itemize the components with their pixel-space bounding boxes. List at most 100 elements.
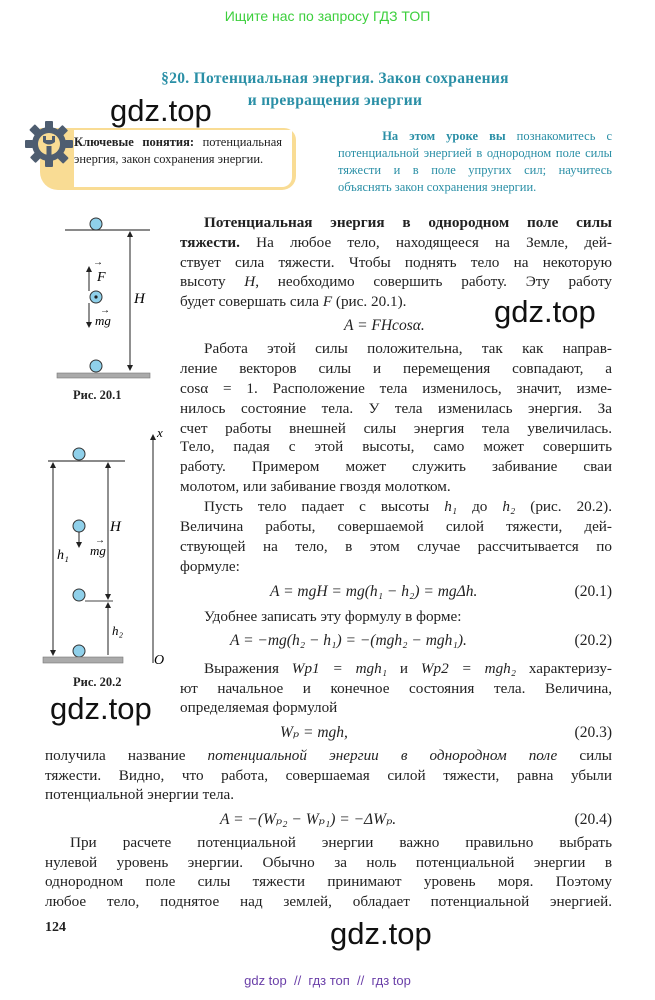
page-number: 124 xyxy=(45,920,66,935)
watermark: gdz.top xyxy=(110,93,212,128)
text-segment: ствует сила тяжести. Чтобы поднять тело … xyxy=(180,254,612,271)
text-segment: Выражения xyxy=(204,660,292,677)
text-line: счет работы внешней силы энергия тела ув… xyxy=(180,419,612,439)
equation-number: (20.4) xyxy=(574,811,612,828)
watermark: gdz.top xyxy=(50,691,152,726)
text-line: Потенциальная энергия в однородном поле … xyxy=(204,213,612,233)
text-segment: тяжести. Видно, что работа, совершаемая … xyxy=(45,767,612,784)
section-title-line2: и превращения энергии xyxy=(247,92,423,109)
text-segment: и xyxy=(387,660,421,677)
key-concepts-label: Ключевые понятия: xyxy=(74,135,195,149)
text-line: Удобнее записать эту формулу в форме: xyxy=(204,607,612,627)
text-line: Величина работы, совершаемой силой тяжес… xyxy=(180,517,612,537)
ball-h1 xyxy=(72,447,86,461)
ball-bottom xyxy=(89,359,103,373)
text-segment: ление векторов силы и перемещения совпад… xyxy=(180,360,612,377)
watermark: gdz.top xyxy=(494,294,596,329)
text-segment: cosα = 1. Расположение тела изменилось, … xyxy=(180,380,612,397)
label-h2: h₂ xyxy=(112,623,124,638)
text-segment: Тело, падая с этой высоты, само может со… xyxy=(180,438,612,455)
equation-number: (20.3) xyxy=(574,724,612,741)
text-segment: нулевой уровень энергии. Обычно за ноль … xyxy=(45,854,612,871)
text-segment: W xyxy=(420,660,434,677)
text-segment: потенциальной энергии тела. xyxy=(45,786,235,803)
formula: A = mgH = mg(h₁ − h₂) = mgΔh. xyxy=(270,583,478,600)
text-line: ствующей на тело, в этом случае рассчиты… xyxy=(180,537,612,557)
text-segment: тяжести. xyxy=(180,234,240,251)
text-segment: H xyxy=(244,273,256,290)
text-line: молотом, или забивание гвоздя молотком. xyxy=(180,477,612,497)
section-title-line1: §20. Потенциальная энергия. Закон сохран… xyxy=(161,70,509,87)
formula: Wₚ = mgh, xyxy=(280,724,348,741)
text-segment: ют начальное и конечное состояния тела. … xyxy=(180,680,612,697)
text-segment: любое тело, поднятое над землей, обладае… xyxy=(45,893,612,910)
text-segment: однородном поле силы тяжести принимают у… xyxy=(45,873,612,890)
gear-wrench-icon xyxy=(25,121,73,167)
text-segment: потенциальной энергии в однородном поле xyxy=(207,747,558,764)
text-line: работу. Примером может служить забивание… xyxy=(180,457,612,477)
watermark: gdz.top xyxy=(330,916,432,951)
text-segment: Работа этой силы положительна, так как н… xyxy=(204,340,612,357)
text-segment: получила название xyxy=(45,747,208,764)
text-line: Работа этой силы положительна, так как н… xyxy=(204,339,612,359)
text-line: однородном поле силы тяжести принимают у… xyxy=(45,872,612,892)
text-line: ют начальное и конечное состояния тела. … xyxy=(180,679,612,699)
text-line: ление векторов силы и перемещения совпад… xyxy=(180,359,612,379)
text-segment: h₂ xyxy=(502,498,516,515)
text-line: формуле: xyxy=(180,557,612,577)
text-segment: ствующей на тело, в этом случае рассчиты… xyxy=(180,538,612,555)
label-H: H xyxy=(133,291,146,307)
text-line: cosα = 1. Расположение тела изменилось, … xyxy=(180,379,612,399)
text-line: При расчете потенциальной энергии важно … xyxy=(70,833,612,853)
text-line: Пусть тело падает с высоты h₁ до h₂ (рис… xyxy=(204,497,612,517)
text-segment: F xyxy=(322,293,333,310)
figure-caption: Рис. 20.1 xyxy=(73,388,122,402)
text-segment: определяемая формулой xyxy=(180,699,338,716)
ground xyxy=(42,656,124,664)
svg-text:→: → xyxy=(95,535,105,546)
text-segment: нилось состояние тела. У тела изменилась… xyxy=(180,400,612,417)
key-concepts-list: потенциальная энергия, закон сохранения … xyxy=(74,135,282,166)
text-segment: (рис. 20.1). xyxy=(332,293,407,310)
text-segment: работу. Примером может служить забивание… xyxy=(180,458,612,475)
text-segment: до xyxy=(457,498,503,515)
label-x: x xyxy=(156,425,163,440)
equation-number: (20.1) xyxy=(574,583,612,600)
label-H: H xyxy=(109,519,122,535)
text-line: тяжести. На любое тело, находящееся на З… xyxy=(180,233,612,253)
ball-ground xyxy=(72,644,86,658)
text-line: ствует сила тяжести. Чтобы поднять тело … xyxy=(180,253,612,273)
text-line: Тело, падая с этой высоты, само может со… xyxy=(180,437,612,457)
section-title: §20. Потенциальная энергия. Закон сохран… xyxy=(110,68,560,112)
text-line: получила название потенциальной энергии … xyxy=(45,746,612,766)
lesson-intro-lead: На этом уроке вы xyxy=(382,129,506,143)
text-segment: На любое тело, находящееся на Земле, дей… xyxy=(239,234,612,251)
text-segment: Пусть тело падает с высоты xyxy=(204,498,445,515)
text-line: нулевой уровень энергии. Обычно за ноль … xyxy=(45,853,612,873)
text-segment: формуле: xyxy=(180,558,240,575)
figure-caption: Рис. 20.2 xyxy=(73,675,122,689)
formula: A = −(Wₚ₂ − Wₚ₁) = −ΔWₚ. xyxy=(220,811,397,828)
formula: A = FHcosα. xyxy=(344,317,425,334)
text-line: тяжести. Видно, что работа, совершаемая … xyxy=(45,766,612,786)
text-segment: (рис. 20.2). xyxy=(515,498,612,515)
label-mg: mg xyxy=(90,543,106,558)
search-banner: Ищите нас по запросу ГДЗ ТОП xyxy=(224,8,431,24)
text-segment: характеризу- xyxy=(516,660,612,677)
label-h1: h₁ xyxy=(57,548,69,563)
text-segment: высоту xyxy=(180,273,245,290)
text-segment: молотом, или забивание гвоздя молотком. xyxy=(180,478,451,495)
text-segment: счет работы внешней силы энергия тела ув… xyxy=(180,420,612,437)
text-segment: При расчете потенциальной энергии важно … xyxy=(70,834,612,851)
text-segment: силы xyxy=(557,747,612,764)
text-line: определяемая формулой xyxy=(180,698,612,718)
figure-20-2: x O h₁ H h₂ mg → xyxy=(42,425,164,668)
text-segment: p2 = mgh₂ xyxy=(433,660,517,677)
label-O: O xyxy=(154,653,164,668)
ground xyxy=(56,372,151,379)
ball-h2 xyxy=(72,588,86,602)
text-segment: Величина работы, совершаемой силой тяжес… xyxy=(180,518,612,535)
ball-top xyxy=(89,217,103,231)
equation-number: (20.2) xyxy=(574,632,612,649)
text-line: потенциальной энергии тела. xyxy=(45,785,612,805)
